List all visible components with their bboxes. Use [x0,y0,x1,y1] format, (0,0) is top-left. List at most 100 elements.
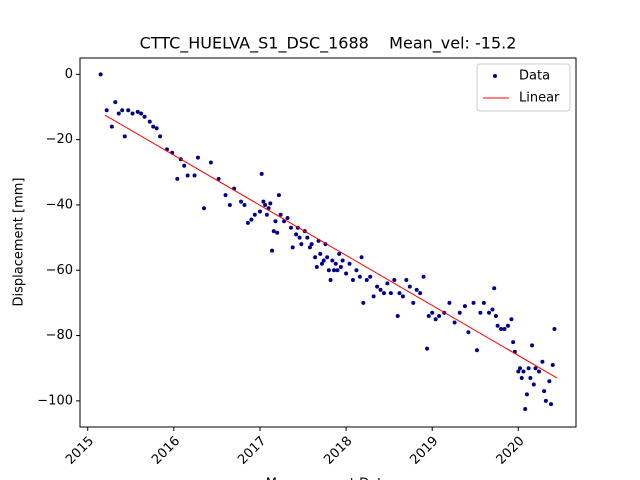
data-point [547,379,552,384]
data-point [552,327,557,332]
data-point [307,245,312,250]
x-tick-label: 2015 [63,434,97,468]
data-point [478,310,483,315]
fit-line [104,114,558,379]
data-point [326,268,331,273]
data-point [487,310,492,315]
x-axis-label: Measurement Date [266,477,390,480]
x-tick-label: 2019 [407,434,441,468]
data-point [536,369,541,374]
data-point [273,219,278,224]
y-tick-label: −80 [46,328,73,343]
data-point [385,281,390,286]
data-point [499,327,504,332]
data-point [158,134,163,139]
data-point [375,284,380,289]
y-tick-label: −60 [46,263,73,278]
data-point [516,369,521,374]
legend-box [476,63,571,112]
y-axis-label: Displacement [mm] [12,178,27,307]
data-point [257,209,262,214]
data-point [135,109,140,114]
data-point [518,366,523,371]
data-point [154,126,159,131]
data-point [433,317,438,322]
data-point [130,111,135,116]
plot-frame [79,57,577,428]
data-point [139,111,144,116]
data-point [388,291,393,296]
data-point [493,313,498,318]
data-point [333,261,338,266]
data-point [418,291,423,296]
data-point [109,124,114,129]
data-point [185,173,190,178]
data-point [340,258,345,263]
data-point [328,278,333,283]
x-tick-label: 2020 [494,434,528,468]
data-point [113,100,118,105]
data-point [471,300,476,305]
data-point [313,255,318,260]
data-point [414,287,419,292]
data-point [192,173,197,178]
data-point [407,284,412,289]
data-point [371,294,376,299]
data-point [347,261,352,266]
data-point [457,310,462,315]
data-point [437,313,442,318]
data-point [142,114,147,119]
chart-title: CTTC_HUELVA_S1_DSC_1688 Mean_vel: -15.2 [140,34,517,54]
data-point [542,389,547,394]
data-point [526,366,531,371]
data-point [120,108,125,113]
x-tick-label: 2016 [149,434,183,468]
data-point [337,251,342,256]
data-point [249,217,254,222]
data-point [294,232,299,237]
data-point [147,119,152,124]
data-point [550,362,555,367]
data-point [264,212,269,217]
data-point [474,348,479,353]
data-point [359,255,364,260]
data-point [509,317,514,322]
data-point [276,193,281,198]
data-point [309,242,314,247]
data-point [242,202,247,207]
legend-marker [493,74,497,78]
data-point [151,124,156,129]
y-tick-label: −20 [46,132,73,147]
data-point [404,278,409,283]
data-point [314,264,319,269]
data-point [397,291,402,296]
data-point [361,300,366,305]
data-point [523,407,528,412]
data-point [531,382,536,387]
data-point [263,202,268,207]
data-point [447,300,452,305]
data-point [195,155,200,160]
data-point [533,366,538,371]
data-point [490,307,495,312]
data-point [395,313,400,318]
data-point [239,199,244,204]
data-point [245,220,250,225]
data-point [421,274,426,279]
data-point [325,255,330,260]
data-point [540,359,545,364]
data-point [524,392,529,397]
data-point [335,268,340,273]
data-point [364,278,369,283]
data-point [116,111,121,116]
data-point [271,229,276,234]
data-point [299,242,304,247]
data-point [216,176,221,181]
data-point [261,199,266,204]
data-point [290,245,295,250]
data-point [332,268,337,273]
data-point [530,343,535,348]
data-point [543,398,548,403]
data-point [368,274,373,279]
data-point [381,291,386,296]
